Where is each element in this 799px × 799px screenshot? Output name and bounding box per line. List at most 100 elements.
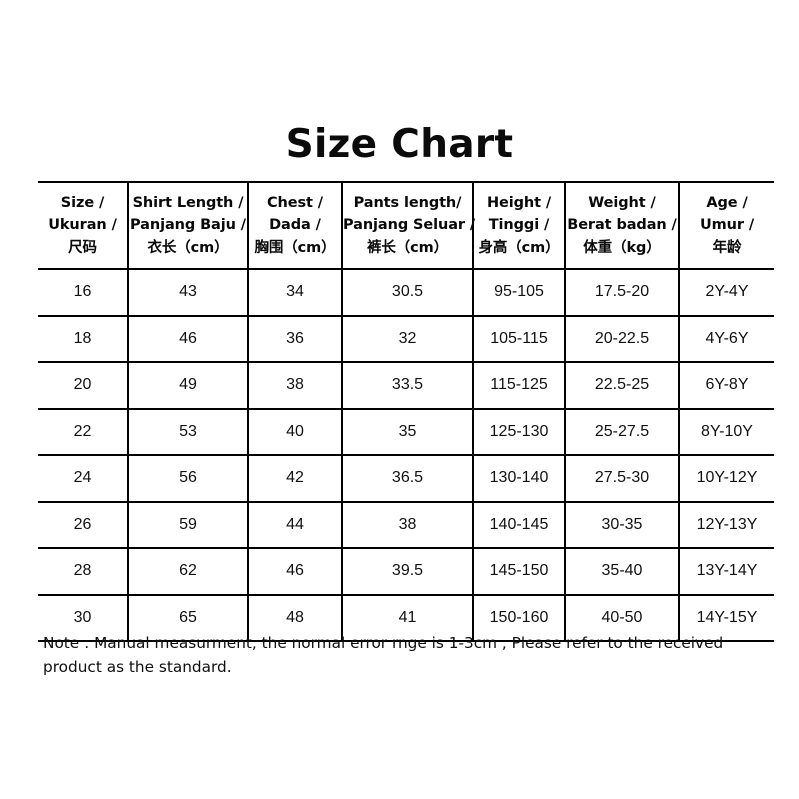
table-cell: 34 <box>247 268 343 317</box>
column-header-zh: 胸围（cm） <box>254 239 336 256</box>
table-cell: 13Y-14Y <box>678 547 774 596</box>
table-row: 18 46 36 32 105-115 20-22.5 4Y-6Y <box>38 314 774 363</box>
table-cell: 38 <box>247 361 343 410</box>
column-header-en: Chest / <box>266 195 323 212</box>
table-cell: 17.5-20 <box>564 268 680 317</box>
table-cell: 140-145 <box>472 500 566 549</box>
column-header-0: Size / Ukuran / 尺码 <box>38 181 129 270</box>
table-cell: 46 <box>127 314 249 363</box>
column-header-id: Ukuran / <box>48 217 117 234</box>
table-header-row: Size / Ukuran / 尺码 Shirt Length / Panjang Ba… <box>38 181 774 270</box>
table-cell: 6Y-8Y <box>678 361 774 410</box>
column-header-en: Age / <box>706 195 748 212</box>
table-cell: 27.5-30 <box>564 454 680 503</box>
column-header-en: Weight / <box>588 195 656 212</box>
table-cell: 8Y-10Y <box>678 407 774 456</box>
table-row: 16 43 34 30.5 95-105 17.5-20 2Y-4Y <box>38 268 774 317</box>
column-header-1: Shirt Length / Panjang Baju / 衣长（cm） <box>127 181 249 270</box>
table-cell: 145-150 <box>472 547 566 596</box>
column-header-id: Berat badan / <box>567 217 677 234</box>
table-cell: 62 <box>127 547 249 596</box>
table-cell: 130-140 <box>472 454 566 503</box>
column-header-zh: 衣长（cm） <box>147 239 229 256</box>
table-cell: 22.5-25 <box>564 361 680 410</box>
table-cell: 22 <box>38 407 129 456</box>
column-header-zh: 尺码 <box>68 239 97 256</box>
table-cell: 59 <box>127 500 249 549</box>
table-cell: 12Y-13Y <box>678 500 774 549</box>
column-header-id: Umur / <box>699 217 755 234</box>
table-cell: 36.5 <box>341 454 474 503</box>
table-cell: 30-35 <box>564 500 680 549</box>
table-cell: 4Y-6Y <box>678 314 774 363</box>
table-cell: 20 <box>38 361 129 410</box>
column-header-4: Height / Tinggi / 身高（cm） <box>472 181 566 270</box>
column-header-6: Age / Umur / 年龄 <box>678 181 774 270</box>
table-cell: 2Y-4Y <box>678 268 774 317</box>
table-cell: 35-40 <box>564 547 680 596</box>
table-header: Size / Ukuran / 尺码 Shirt Length / Panjang Ba… <box>38 181 774 270</box>
table-cell: 49 <box>127 361 249 410</box>
column-header-zh: 体重（kg） <box>583 239 661 256</box>
table-row: 28 62 46 39.5 145-150 35-40 13Y-14Y <box>38 547 774 596</box>
column-header-3: Pants length/Panjang Seluar / 裤长（cm） <box>341 181 476 270</box>
table-cell: 39.5 <box>341 547 474 596</box>
column-header-en: Pants length/ <box>353 195 462 212</box>
column-header-5: Weight / Berat badan / 体重（kg） <box>564 181 680 270</box>
column-header-2: Chest / Dada / 胸围（cm） <box>247 181 343 270</box>
table-row: 30 65 48 41 150-160 40-50 14Y-15Y <box>38 593 774 642</box>
table-row: 22 53 40 35 125-130 25-27.5 8Y-10Y <box>38 407 774 456</box>
size-table-container: Size / Ukuran / 尺码 Shirt Length / Panjang Ba… <box>38 181 774 642</box>
table-cell: 32 <box>341 314 474 363</box>
table-cell: 10Y-12Y <box>678 454 774 503</box>
table-cell: 35 <box>341 407 474 456</box>
column-header-en: Shirt Length / <box>132 195 244 212</box>
table-cell: 40 <box>247 407 343 456</box>
table-cell: 44 <box>247 500 343 549</box>
column-header-id: Dada / <box>269 217 321 234</box>
column-header-zh: 年龄 <box>712 239 742 256</box>
table-row: 24 56 42 36.5 130-140 27.5-30 10Y-12Y <box>38 454 774 503</box>
table-cell: 56 <box>127 454 249 503</box>
table-body: 16 43 34 30.5 95-105 17.5-20 2Y-4Y 18 46 36 32 105-… <box>38 268 774 642</box>
table-cell: 53 <box>127 407 249 456</box>
table-row: 26 59 44 38 140-145 30-35 12Y-13Y <box>38 500 774 549</box>
table-cell: 65 <box>127 593 249 642</box>
table-cell: 36 <box>247 314 343 363</box>
table-cell: 115-125 <box>472 361 566 410</box>
column-header-zh: 身高（cm） <box>478 239 560 256</box>
table-cell: 16 <box>38 268 129 317</box>
column-header-en: Size / <box>60 195 105 212</box>
table-cell: 18 <box>38 314 129 363</box>
table-cell: 26 <box>38 500 129 549</box>
table-cell: 46 <box>247 547 343 596</box>
table-cell: 14Y-15Y <box>678 593 774 642</box>
table-cell: 105-115 <box>472 314 566 363</box>
table-cell: 48 <box>247 593 343 642</box>
table-cell: 25-27.5 <box>564 407 680 456</box>
column-header-id: Tinggi / <box>488 217 550 234</box>
table-cell: 41 <box>341 593 474 642</box>
table-cell: 28 <box>38 547 129 596</box>
page-title: Size Chart <box>285 122 514 167</box>
table-cell: 150-160 <box>472 593 566 642</box>
measurement-note: Note : Manual measurment, the normal err… <box>43 634 724 676</box>
table-cell: 43 <box>127 268 249 317</box>
table-row: 20 49 38 33.5 115-125 22.5-25 6Y-8Y <box>38 361 774 410</box>
table-cell: 95-105 <box>472 268 566 317</box>
table-cell: 42 <box>247 454 343 503</box>
column-header-en: Height / <box>486 195 552 212</box>
column-header-id: Panjang Seluar / <box>343 217 476 234</box>
table-cell: 38 <box>341 500 474 549</box>
table-cell: 30 <box>38 593 129 642</box>
table-cell: 125-130 <box>472 407 566 456</box>
column-header-zh: 裤长（cm） <box>366 239 449 256</box>
table-cell: 24 <box>38 454 129 503</box>
size-table: Size / Ukuran / 尺码 Shirt Length / Panjang Ba… <box>38 181 774 642</box>
table-cell: 20-22.5 <box>564 314 680 363</box>
table-cell: 33.5 <box>341 361 474 410</box>
table-cell: 40-50 <box>564 593 680 642</box>
column-header-id: Panjang Baju / <box>130 217 246 234</box>
table-cell: 30.5 <box>341 268 474 317</box>
